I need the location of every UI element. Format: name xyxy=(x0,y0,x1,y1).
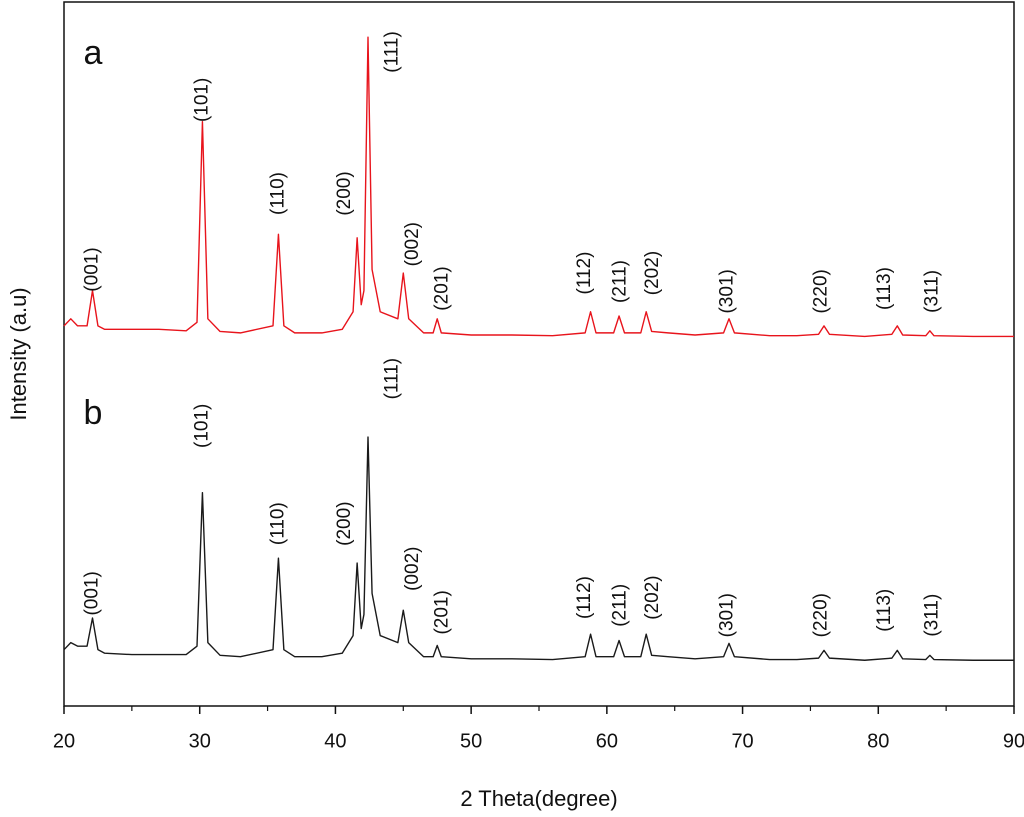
peak-label: (001) xyxy=(82,571,103,615)
peak-label: (211) xyxy=(609,260,630,303)
panel-label: b xyxy=(84,394,103,432)
peak-label: (201) xyxy=(432,266,453,310)
x-tick-label: 30 xyxy=(189,730,211,752)
peak-label: (112) xyxy=(574,576,595,619)
x-tick-label: 90 xyxy=(1003,730,1024,752)
peak-label: (220) xyxy=(810,269,831,313)
x-tick-label: 40 xyxy=(324,730,346,752)
peak-label: (101) xyxy=(191,78,212,122)
peak-label: (101) xyxy=(191,404,212,448)
peak-label: (220) xyxy=(810,593,831,637)
x-tick-label: 50 xyxy=(460,730,482,752)
peak-label: (113) xyxy=(874,589,895,632)
panel-label: a xyxy=(84,34,103,72)
xrd-line xyxy=(63,36,1014,338)
peak-label: (201) xyxy=(432,590,453,634)
y-axis-label: Intensity (a.u) xyxy=(6,287,31,420)
peak-label: (200) xyxy=(334,501,355,545)
peak-label: (301) xyxy=(717,269,738,313)
peak-label: (200) xyxy=(334,171,355,215)
peak-label: (001) xyxy=(82,247,103,291)
peak-label: (301) xyxy=(717,593,738,637)
peak-label: (110) xyxy=(267,172,288,215)
peak-label: (311) xyxy=(922,594,943,637)
peak-label: (202) xyxy=(642,251,663,295)
x-axis-label: 2 Theta(degree) xyxy=(460,786,617,811)
peak-label: (211) xyxy=(609,584,630,627)
peak-label: (311) xyxy=(922,270,943,313)
peak-label: (111) xyxy=(381,31,402,73)
peak-label: (113) xyxy=(874,267,895,310)
xrd-line xyxy=(63,436,1014,661)
peak-label: (002) xyxy=(402,547,423,591)
x-tick-label: 60 xyxy=(596,730,618,752)
peak-label: (112) xyxy=(574,252,595,295)
x-tick-label: 80 xyxy=(867,730,889,752)
x-tick-label: 20 xyxy=(53,730,75,752)
peak-label: (002) xyxy=(402,222,423,266)
x-tick-label: 70 xyxy=(731,730,753,752)
peak-label: (110) xyxy=(267,502,288,545)
peak-label: (202) xyxy=(642,575,663,619)
peak-label: (111) xyxy=(381,358,402,400)
